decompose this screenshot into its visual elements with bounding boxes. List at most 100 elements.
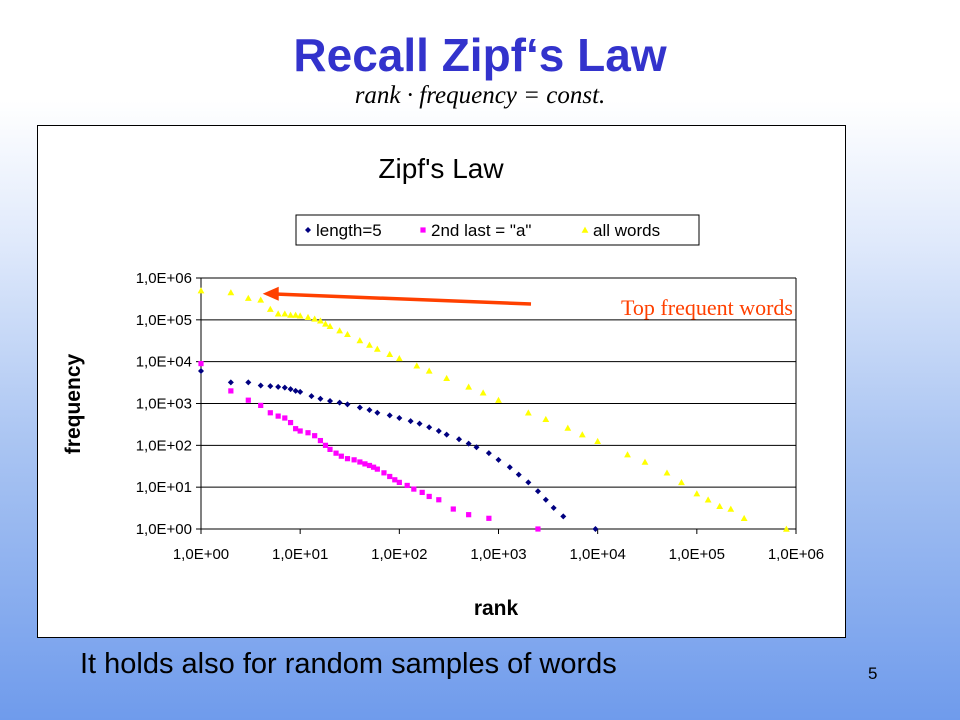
data-point — [311, 315, 319, 322]
chart-legend: length=5 2nd last = "a" all words — [295, 214, 700, 246]
data-point — [456, 436, 463, 443]
data-point — [336, 399, 343, 406]
slide-number: 5 — [868, 664, 878, 683]
data-point — [550, 504, 557, 511]
legend-box — [295, 214, 700, 246]
data-point — [678, 479, 685, 486]
data-point — [366, 341, 373, 348]
legend-label: 2nd last = "a" — [431, 221, 531, 240]
data-point — [515, 471, 522, 478]
legend-marker — [581, 226, 589, 233]
data-point — [485, 450, 492, 457]
data-point — [704, 496, 712, 503]
chart-frame: Zipf's Law length=5 2nd last = "a" all wor… — [37, 125, 846, 638]
data-point — [486, 515, 492, 521]
x-tick-label: 1,0E+01 — [272, 546, 328, 563]
data-point — [413, 362, 421, 369]
data-point — [198, 360, 204, 367]
data-point — [425, 367, 433, 374]
data-point — [450, 506, 456, 512]
data-point — [534, 488, 541, 495]
data-point — [257, 296, 265, 303]
data-point — [366, 462, 373, 469]
data-point — [663, 469, 671, 476]
data-point — [333, 450, 339, 456]
legend-marker — [420, 227, 426, 233]
chart-title: Zipf's Law — [378, 153, 504, 184]
data-point — [244, 294, 252, 301]
data-point — [419, 489, 425, 495]
series-2nd-last-a — [198, 360, 541, 532]
data-point — [274, 310, 282, 317]
data-point — [322, 320, 329, 327]
data-point — [366, 406, 373, 413]
series-length5 — [198, 367, 599, 532]
data-point — [308, 393, 315, 400]
data-point — [535, 526, 541, 532]
data-point — [327, 397, 334, 404]
data-point — [386, 350, 394, 358]
data-point — [594, 437, 602, 444]
data-point — [395, 354, 403, 362]
data-point — [592, 526, 599, 532]
legend-marker — [305, 227, 311, 233]
y-axis-label: frequency — [62, 354, 85, 455]
data-point — [197, 287, 205, 294]
data-point — [287, 419, 294, 426]
data-point — [356, 337, 364, 344]
data-point — [407, 418, 414, 425]
data-point — [281, 384, 288, 391]
data-point — [357, 459, 363, 465]
data-point — [465, 383, 473, 390]
data-point — [782, 525, 790, 532]
data-point — [317, 317, 324, 324]
data-point — [727, 505, 735, 512]
legend-label: length=5 — [316, 221, 382, 240]
data-point — [381, 470, 387, 476]
data-point — [387, 473, 393, 480]
chart-axes — [196, 277, 797, 534]
data-point — [304, 313, 312, 321]
data-point — [386, 412, 393, 419]
data-point — [227, 379, 234, 386]
data-point — [228, 388, 234, 394]
y-tick-label: 1,0E+06 — [136, 270, 192, 287]
data-point — [317, 395, 324, 402]
series-all-words — [197, 287, 790, 532]
zipf-formula: rank · frequency = const. — [354, 82, 606, 109]
data-point — [578, 431, 586, 438]
data-point — [374, 466, 380, 472]
data-point — [443, 374, 451, 382]
data-point — [287, 311, 294, 318]
data-point — [374, 409, 381, 416]
annotation-arrow-line — [274, 292, 532, 306]
y-tick-label: 1,0E+02 — [136, 437, 192, 454]
data-point — [245, 397, 251, 403]
data-point — [396, 479, 402, 486]
data-point — [275, 383, 282, 390]
x-tick-label: 1,0E+00 — [173, 546, 229, 563]
data-point — [411, 486, 417, 492]
data-point — [436, 497, 442, 503]
data-point — [542, 415, 550, 422]
data-point — [344, 401, 351, 408]
y-tick-label: 1,0E+01 — [136, 479, 192, 496]
data-point — [356, 404, 363, 411]
y-tick-label: 1,0E+03 — [136, 396, 192, 413]
data-point — [327, 446, 333, 452]
data-point — [641, 458, 649, 465]
y-tick-label: 1,0E+05 — [136, 312, 192, 329]
y-tick-label: 1,0E+04 — [136, 354, 192, 371]
data-point — [465, 440, 472, 447]
data-point — [336, 327, 344, 334]
data-point — [266, 305, 274, 312]
data-point — [245, 379, 252, 386]
x-tick-label: 1,0E+05 — [669, 546, 725, 563]
data-point — [740, 514, 748, 522]
top-frequent-words-annotation: Top frequent words — [262, 286, 793, 320]
chart-marks — [197, 287, 790, 532]
data-point — [693, 490, 701, 497]
data-point — [542, 496, 549, 503]
data-point — [227, 289, 235, 296]
data-point — [267, 383, 274, 390]
